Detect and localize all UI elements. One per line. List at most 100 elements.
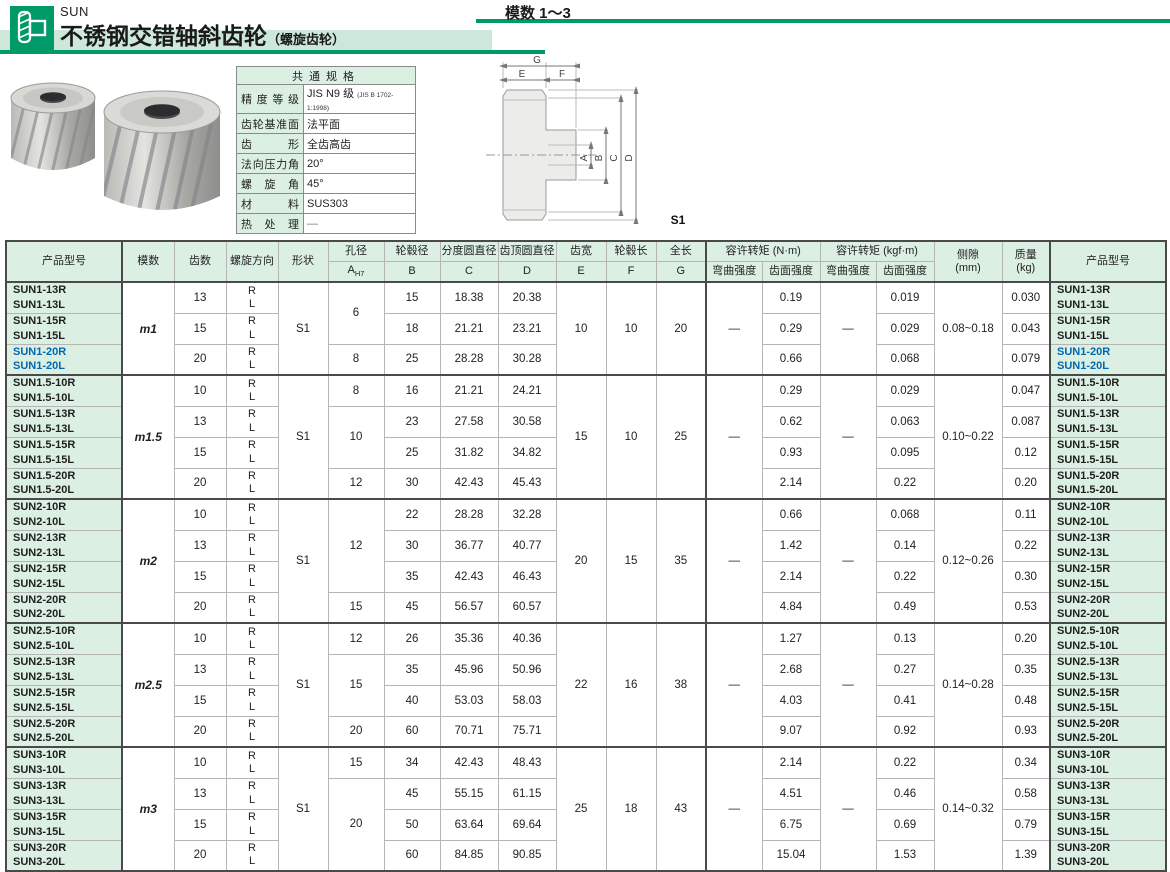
product-model-cell[interactable]: SUN3-15R SUN3-15L — [5, 808, 123, 841]
product-model-cell[interactable]: SUN2-20R SUN2-20L — [1049, 591, 1167, 624]
model-left-hand: SUN2-10L — [1057, 515, 1109, 528]
spec-label: 法向压力角 — [236, 153, 304, 174]
cell-surface-strength-nm: 15.04 — [761, 839, 821, 872]
cell-tip-dia: 90.85 — [497, 839, 557, 872]
cell-hub-dia: 18 — [383, 312, 441, 345]
col-header-hub-dia: 轮毂径 — [383, 240, 441, 262]
model-right-hand: SUN1.5-13R — [13, 408, 76, 421]
product-model-cell[interactable]: SUN2.5-20R SUN2.5-20L — [5, 715, 123, 748]
cell-teeth: 13 — [173, 777, 227, 810]
cell-surface-strength-nm: 0.66 — [761, 498, 821, 531]
product-model-cell[interactable]: SUN3-20R SUN3-20L — [5, 839, 123, 872]
cell-surface-strength-nm: 0.29 — [761, 374, 821, 407]
cell-pitch-dia: 56.57 — [439, 591, 499, 624]
cell-tip-dia: 75.71 — [497, 715, 557, 748]
product-model-cell[interactable]: SUN1-15R SUN1-15L — [5, 312, 123, 345]
model-right-hand: SUN2.5-13R — [1057, 656, 1120, 669]
model-right-hand: SUN3-13R — [13, 780, 67, 793]
cell-bore-dia: 10 — [327, 405, 385, 469]
model-right-hand: SUN3-13R — [1057, 780, 1111, 793]
col-header-e: E — [555, 261, 607, 283]
model-right-hand: SUN2.5-10R — [1057, 625, 1120, 638]
product-model-cell[interactable]: SUN2-10R SUN2-10L — [1049, 498, 1167, 531]
spec-value-note: (JIS B 1702-1:1998) — [307, 92, 394, 112]
model-left-hand: SUN3-10L — [1057, 763, 1109, 776]
spec-value: 法平面 — [303, 113, 416, 134]
product-model-cell[interactable]: SUN1-20R SUN1-20L — [1049, 343, 1167, 376]
gear-logo-icon — [10, 6, 54, 50]
product-model-cell[interactable]: SUN2.5-15R SUN2.5-15L — [1049, 684, 1167, 717]
product-model-cell[interactable]: SUN1-20R SUN1-20L — [5, 343, 123, 376]
product-photo — [6, 60, 231, 232]
product-model-cell[interactable]: SUN1.5-20R SUN1.5-20L — [5, 467, 123, 500]
cell-tip-dia: 45.43 — [497, 467, 557, 500]
cell-tip-dia: 20.38 — [497, 281, 557, 314]
cell-bore-dia: 20 — [327, 715, 385, 748]
cell-surface-strength-nm: 4.84 — [761, 591, 821, 624]
col-header-bore-letter: AH7 — [327, 261, 385, 283]
cell-teeth: 10 — [173, 498, 227, 531]
product-model-cell[interactable]: SUN3-10R SUN3-10L — [1049, 746, 1167, 779]
product-model-cell[interactable]: SUN2-15R SUN2-15L — [5, 560, 123, 593]
header-rule-right — [476, 19, 1170, 23]
cell-pitch-dia: 31.82 — [439, 436, 499, 469]
model-right-hand: SUN2-10R — [1057, 501, 1111, 514]
product-model-cell[interactable]: SUN1-13R SUN1-13L — [1049, 281, 1167, 314]
spec-label: 螺旋角 — [236, 173, 304, 194]
product-model-cell[interactable]: SUN3-10R SUN3-10L — [5, 746, 123, 779]
cell-surface-strength-nm: 9.07 — [761, 715, 821, 748]
cell-mass: 0.087 — [1001, 405, 1051, 438]
cell-teeth: 20 — [173, 839, 227, 872]
cell-mass: 1.39 — [1001, 839, 1051, 872]
product-model-cell[interactable]: SUN3-13R SUN3-13L — [5, 777, 123, 810]
product-model-cell[interactable]: SUN1.5-20R SUN1.5-20L — [1049, 467, 1167, 500]
model-right-hand: SUN3-15R — [13, 811, 67, 824]
product-model-cell[interactable]: SUN1-13R SUN1-13L — [5, 281, 123, 314]
product-model-cell[interactable]: SUN2-20R SUN2-20L — [5, 591, 123, 624]
product-model-cell[interactable]: SUN2.5-20R SUN2.5-20L — [1049, 715, 1167, 748]
cell-tip-dia: 40.77 — [497, 529, 557, 562]
cell-mass: 0.53 — [1001, 591, 1051, 624]
product-model-cell[interactable]: SUN1.5-15R SUN1.5-15L — [1049, 436, 1167, 469]
model-right-hand: SUN1-13R — [1057, 284, 1111, 297]
model-right-hand: SUN1-15R — [13, 315, 67, 328]
cell-tip-dia: 60.57 — [497, 591, 557, 624]
product-model-cell[interactable]: SUN2-13R SUN2-13L — [5, 529, 123, 562]
cell-mass: 0.34 — [1001, 746, 1051, 779]
product-model-cell[interactable]: SUN2.5-13R SUN2.5-13L — [1049, 653, 1167, 686]
cell-face-width: 22 — [555, 622, 607, 748]
product-model-cell[interactable]: SUN1.5-10R SUN1.5-10L — [5, 374, 123, 407]
product-model-cell[interactable]: SUN1.5-13R SUN1.5-13L — [5, 405, 123, 438]
cell-teeth: 13 — [173, 281, 227, 314]
model-left-hand: SUN1-20L — [1057, 360, 1109, 373]
product-model-cell[interactable]: SUN2-15R SUN2-15L — [1049, 560, 1167, 593]
product-model-cell[interactable]: SUN2.5-10R SUN2.5-10L — [1049, 622, 1167, 655]
backlash-label: 侧隙 — [957, 248, 980, 261]
model-right-hand: SUN2-15R — [13, 563, 67, 576]
model-left-hand: SUN2.5-10L — [13, 639, 75, 652]
model-right-hand: SUN2-20R — [1057, 593, 1111, 606]
product-model-cell[interactable]: SUN2-10R SUN2-10L — [5, 498, 123, 531]
product-model-cell[interactable]: SUN2.5-10R SUN2.5-10L — [5, 622, 123, 655]
product-model-cell[interactable]: SUN2-13R SUN2-13L — [1049, 529, 1167, 562]
product-model-cell[interactable]: SUN3-20R SUN3-20L — [1049, 839, 1167, 872]
model-right-hand: SUN1.5-15R — [13, 439, 76, 452]
model-left-hand: SUN2.5-13L — [1057, 670, 1119, 683]
product-model-cell[interactable]: SUN3-13R SUN3-13L — [1049, 777, 1167, 810]
product-model-cell[interactable]: SUN1.5-10R SUN1.5-10L — [1049, 374, 1167, 407]
product-model-cell[interactable]: SUN1-15R SUN1-15L — [1049, 312, 1167, 345]
product-model-cell[interactable]: SUN3-15R SUN3-15L — [1049, 808, 1167, 841]
model-left-hand: SUN1.5-15L — [1057, 453, 1119, 466]
product-model-cell[interactable]: SUN2.5-15R SUN2.5-15L — [5, 684, 123, 717]
model-right-hand: SUN2.5-10R — [13, 625, 76, 638]
model-left-hand: SUN2.5-20L — [13, 732, 75, 745]
model-left-hand: SUN2.5-15L — [1057, 701, 1119, 714]
product-model-cell[interactable]: SUN1.5-13R SUN1.5-13L — [1049, 405, 1167, 438]
product-model-cell[interactable]: SUN1.5-15R SUN1.5-15L — [5, 436, 123, 469]
product-model-cell[interactable]: SUN2.5-13R SUN2.5-13L — [5, 653, 123, 686]
cell-mass: 0.22 — [1001, 529, 1051, 562]
cell-surface-strength-nm: 2.14 — [761, 746, 821, 779]
